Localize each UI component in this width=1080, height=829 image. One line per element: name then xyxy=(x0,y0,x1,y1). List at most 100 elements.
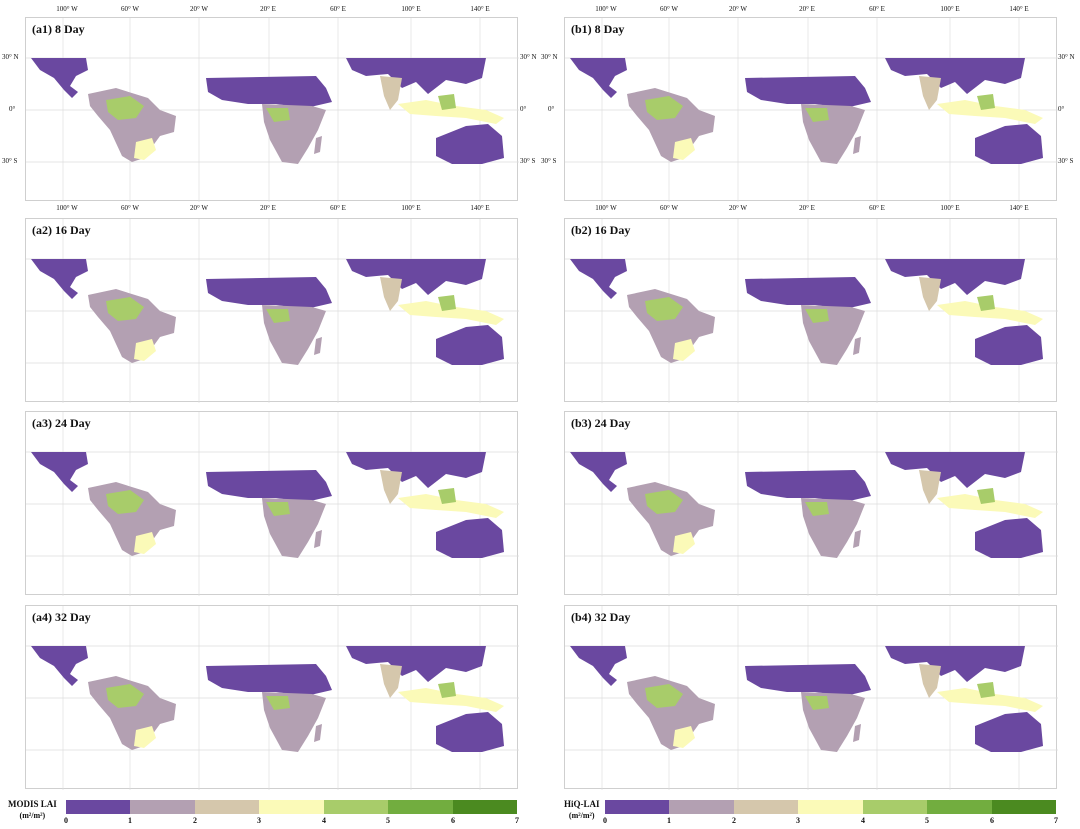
lon-label: 20° W xyxy=(728,5,748,13)
map-panel-a4: (a4) 32 Day xyxy=(25,605,519,790)
region-brazil-east xyxy=(134,339,156,361)
panel-title: (b4) 32 Day xyxy=(571,610,631,624)
region-sahel xyxy=(745,76,871,108)
lai-map xyxy=(26,18,519,202)
region-amazon xyxy=(106,684,144,708)
region-india xyxy=(919,76,941,110)
lai-map xyxy=(565,18,1058,202)
lat-label: 30° N xyxy=(520,53,537,61)
region-sahel xyxy=(745,664,871,696)
region-india xyxy=(919,277,941,311)
colorbar-modis xyxy=(66,800,517,814)
lai-map xyxy=(26,606,519,790)
region-brazil-east xyxy=(134,532,156,554)
region-sahel xyxy=(206,277,332,309)
colorbar-unit: (m²/m²) xyxy=(568,811,595,820)
region-amazon xyxy=(645,96,683,120)
region-amazon xyxy=(106,96,144,120)
region-australia xyxy=(975,712,1043,752)
lon-label: 60° E xyxy=(330,5,346,13)
region-amazon xyxy=(106,297,144,321)
lon-label: 100° W xyxy=(595,204,617,212)
colorbar-title-modis: MODIS LAI (m²/m²) xyxy=(8,798,57,822)
region-madagascar xyxy=(853,136,861,154)
region-borneo xyxy=(977,295,995,311)
region-india xyxy=(380,76,402,110)
region-indonesia xyxy=(937,100,1043,124)
panel-title: (b2) 16 Day xyxy=(571,223,631,237)
lon-label: 100° W xyxy=(56,5,78,13)
colorbar-tick: 0 xyxy=(64,816,68,825)
region-central-america xyxy=(570,58,627,98)
region-australia xyxy=(975,124,1043,164)
region-brazil-east xyxy=(673,532,695,554)
region-central-america xyxy=(570,452,627,492)
region-india xyxy=(380,470,402,504)
region-australia xyxy=(436,124,504,164)
region-congo xyxy=(805,502,829,516)
colorbar-tick: 7 xyxy=(1054,816,1058,825)
region-sahel xyxy=(206,664,332,696)
colorbar-swatch xyxy=(194,800,260,814)
lon-label: 140° E xyxy=(470,204,490,212)
lat-label: 30° S xyxy=(541,157,557,165)
region-madagascar xyxy=(314,530,322,548)
colorbar-swatch xyxy=(798,800,863,814)
lon-label: 60° W xyxy=(120,5,140,13)
region-south-asia xyxy=(885,259,1025,295)
region-congo xyxy=(266,502,290,516)
region-amazon xyxy=(106,490,144,514)
colorbar-tick: 6 xyxy=(990,816,994,825)
lai-map xyxy=(26,219,519,403)
lon-label: 60° E xyxy=(869,204,885,212)
region-congo xyxy=(266,696,290,710)
lat-label: 30° N xyxy=(1058,53,1075,61)
colorbar-unit: (m²/m²) xyxy=(19,811,46,820)
region-madagascar xyxy=(314,136,322,154)
lai-map xyxy=(26,412,519,596)
lon-label: 100° W xyxy=(56,204,78,212)
colorbar-swatch xyxy=(388,800,453,814)
lon-label: 100° E xyxy=(940,5,960,13)
lai-map xyxy=(565,412,1058,596)
colorbar-swatch xyxy=(259,800,324,814)
colorbar-tick: 4 xyxy=(322,816,326,825)
region-sahel xyxy=(745,470,871,502)
region-madagascar xyxy=(853,337,861,355)
lon-label: 140° E xyxy=(1009,204,1029,212)
region-australia xyxy=(436,325,504,365)
region-sahel xyxy=(206,470,332,502)
region-south-asia xyxy=(346,259,486,295)
region-central-america xyxy=(31,646,88,686)
lon-label: 100° E xyxy=(401,204,421,212)
region-congo xyxy=(266,309,290,323)
lon-label: 60° E xyxy=(869,5,885,13)
region-congo xyxy=(266,108,290,122)
region-borneo xyxy=(438,488,456,504)
colorbar-swatch xyxy=(605,800,670,814)
region-india xyxy=(919,664,941,698)
region-congo xyxy=(805,108,829,122)
lon-label: 140° E xyxy=(470,5,490,13)
region-australia xyxy=(975,518,1043,558)
region-borneo xyxy=(438,682,456,698)
lat-label: 30° S xyxy=(1058,157,1074,165)
region-madagascar xyxy=(853,724,861,742)
region-india xyxy=(380,277,402,311)
lon-label: 100° E xyxy=(940,204,960,212)
map-panel-b3: (b3) 24 Day xyxy=(564,411,1058,596)
panel-title: (a1) 8 Day xyxy=(32,22,85,36)
region-madagascar xyxy=(314,337,322,355)
region-south-asia xyxy=(346,646,486,682)
colorbar-tick: 3 xyxy=(796,816,800,825)
region-south-asia xyxy=(346,58,486,94)
lat-label: 30° S xyxy=(2,157,18,165)
colorbar-swatch xyxy=(927,800,992,814)
lon-label: 20° W xyxy=(189,204,209,212)
colorbar-hiq xyxy=(605,800,1056,814)
region-amazon xyxy=(645,490,683,514)
region-borneo xyxy=(977,94,995,110)
lat-label: 30° N xyxy=(2,53,19,61)
colorbar-tick: 1 xyxy=(667,816,671,825)
colorbar-tick: 0 xyxy=(603,816,607,825)
